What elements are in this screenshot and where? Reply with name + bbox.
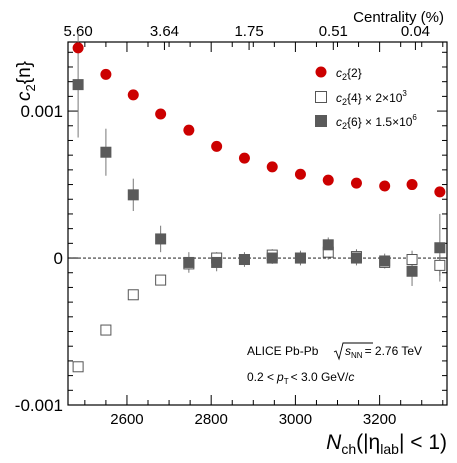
- top-tick-label: 0.04: [401, 23, 430, 40]
- top-tick-label: 3.64: [150, 23, 179, 40]
- data-point-c2-2: [238, 152, 250, 164]
- error-bars: [77, 31, 441, 286]
- legend-marker-c2-2: [315, 66, 327, 78]
- data-point-c2-4: [155, 274, 167, 286]
- data-point-c2-2: [406, 179, 418, 191]
- data-point-c2-6: [238, 254, 250, 266]
- data-point-c2-6: [350, 252, 362, 264]
- data-point-c2-2: [72, 42, 84, 54]
- legend-label-c2-2: c2{2}: [336, 66, 362, 82]
- data-point-c2-2: [211, 140, 223, 152]
- legend-label-c2-6: c2{6} × 1.5×106: [336, 113, 417, 131]
- x-tick-label: 3200: [363, 411, 396, 428]
- x-axis-ticks: 2600 2800 3000 3200: [84, 42, 444, 428]
- y-axis-title-rest: {n}: [14, 61, 35, 84]
- x-axis-title-sub: ch: [341, 441, 356, 457]
- legend-marker-c2-6: [315, 115, 327, 127]
- data-point-c2-2: [100, 68, 112, 80]
- x-tick-label: 2600: [110, 411, 143, 428]
- data-point-c2-6: [100, 146, 112, 158]
- data-point-c2-4: [100, 324, 112, 336]
- plot-frame: [67, 41, 448, 406]
- top-tick-label: 0.51: [319, 23, 348, 40]
- y-axis-title-sub: 2: [23, 84, 38, 91]
- data-point-c2-2: [155, 108, 167, 120]
- x-axis-title-rest-1: (|η: [356, 431, 380, 454]
- x-axis-title-sub2: lab: [380, 441, 399, 457]
- y-tick-label: -0.001: [15, 396, 63, 415]
- x-axis-title-main: N: [326, 431, 342, 454]
- y-tick-label: 0: [54, 249, 63, 268]
- data-point-c2-6: [406, 265, 418, 277]
- data-point-c2-4: [406, 254, 418, 266]
- annotation-block: ALICE Pb-Pb sNN = 2.76 TeV 0.2 < pT < 3.0 G…: [247, 342, 422, 386]
- y-axis-ticks: -0.001 0 0.001: [15, 51, 447, 415]
- data-point-c2-2: [294, 168, 306, 180]
- data-point-c2-2: [434, 186, 446, 198]
- annotation-collision: ALICE Pb-Pb: [247, 344, 319, 358]
- annotation-energy: sNN = 2.76 TeV: [345, 344, 422, 360]
- x-axis-title-rest-2: | < 1): [399, 431, 447, 454]
- data-point-c2-6: [266, 252, 278, 264]
- data-point-c2-6: [434, 242, 446, 254]
- top-axis-ticks: 5.60 3.64 1.75 0.51 0.04: [64, 23, 430, 50]
- data-point-c2-2: [183, 124, 195, 136]
- sqrt-sign-icon: [333, 342, 373, 361]
- data-point-c2-4: [434, 259, 446, 271]
- top-tick-label: 1.75: [234, 23, 263, 40]
- x-tick-label: 2800: [194, 411, 227, 428]
- legend-marker-c2-4: [315, 91, 327, 103]
- data-point-c2-2: [266, 161, 278, 173]
- data-point-c2-4: [127, 289, 139, 301]
- data-point-c2-2: [322, 174, 334, 186]
- top-tick-label: 5.60: [64, 23, 93, 40]
- data-point-c2-2: [379, 180, 391, 192]
- top-axis-title: Centrality (%): [353, 9, 444, 26]
- data-point-c2-6: [322, 239, 334, 251]
- data-point-c2-2: [350, 177, 362, 189]
- y-tick-label: 0.001: [20, 102, 63, 121]
- data-point-c2-6: [155, 233, 167, 245]
- data-point-c2-6: [211, 256, 223, 268]
- legend: c2{2} c2{4} × 2×103 c2{6} × 1.5×106: [315, 66, 417, 131]
- annotation-pt-range: 0.2 < pT < 3.0 GeV/c: [247, 370, 354, 386]
- x-tick-label: 3000: [279, 411, 312, 428]
- data-point-c2-6: [183, 256, 195, 268]
- data-point-c2-2: [127, 89, 139, 101]
- data-point-c2-6: [127, 189, 139, 201]
- data-point-c2-6: [294, 252, 306, 264]
- x-axis-title: Nch(|ηlab| < 1): [326, 431, 447, 457]
- data-point-c2-6: [379, 255, 391, 267]
- legend-label-c2-4: c2{4} × 2×103: [336, 89, 407, 107]
- y-axis-title-main: c: [14, 91, 35, 101]
- data-point-c2-6: [72, 79, 84, 91]
- data-point-c2-4: [72, 361, 84, 373]
- data-markers: [72, 42, 446, 373]
- y-axis-title: c2{n}: [14, 61, 38, 101]
